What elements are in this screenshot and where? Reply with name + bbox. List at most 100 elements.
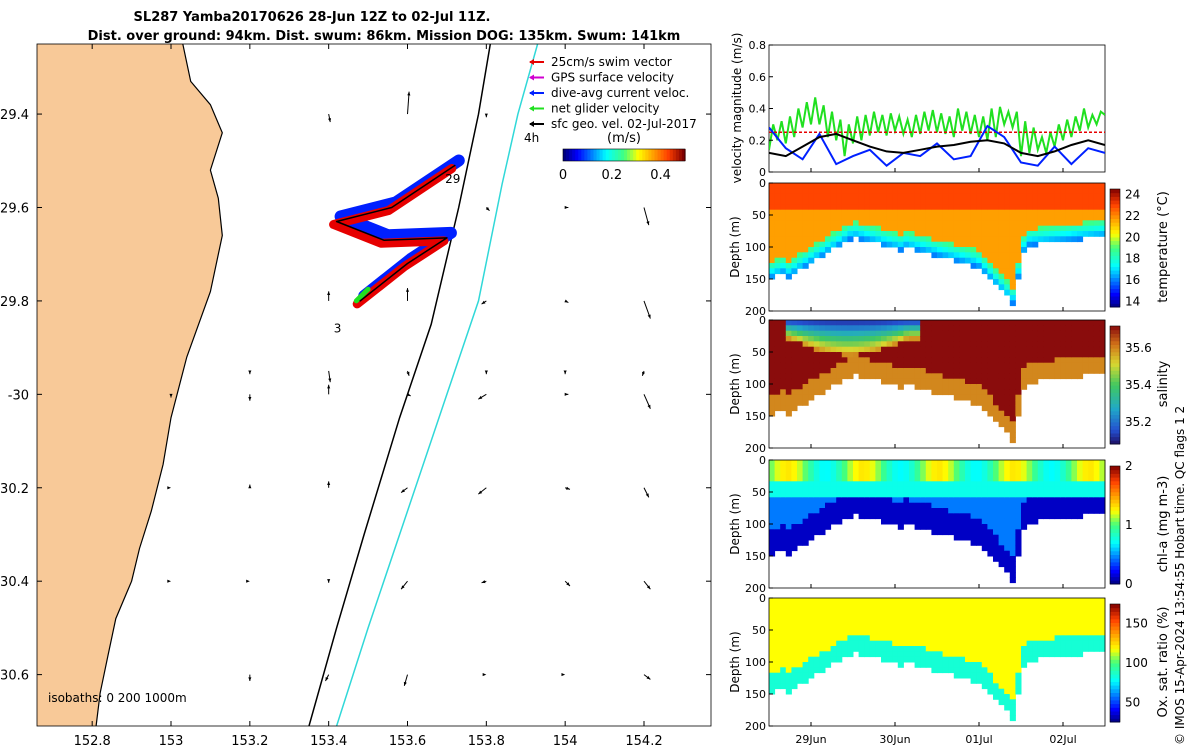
section-cell xyxy=(1093,614,1100,620)
section-cell xyxy=(976,513,983,520)
section-cell xyxy=(858,183,865,189)
section-cell xyxy=(769,619,776,626)
colorbar-cell xyxy=(1110,525,1120,530)
geo-vector-head xyxy=(482,673,487,677)
section-cell xyxy=(1026,188,1033,195)
section-cell xyxy=(1037,497,1044,504)
section-cell xyxy=(970,400,977,406)
colorbar-label: chl-a (mg m-3) xyxy=(1156,476,1171,573)
section-cell xyxy=(881,460,888,466)
legend-label-current: dive-avg current veloc. xyxy=(551,86,689,100)
section-cell xyxy=(858,204,865,211)
colorbar-cell xyxy=(1110,666,1120,671)
section-cell xyxy=(808,199,815,205)
section-cell xyxy=(959,624,966,631)
section-cell xyxy=(1032,231,1039,237)
section-cell xyxy=(780,513,787,520)
section-cell xyxy=(1054,476,1061,482)
section-cell xyxy=(875,204,882,211)
section-cell xyxy=(858,624,865,631)
velocity-series-geo xyxy=(769,132,1105,158)
section-cell xyxy=(797,518,804,525)
section-cell xyxy=(892,330,899,337)
section-cell xyxy=(1004,204,1011,211)
section-cell xyxy=(813,656,820,663)
section-cell xyxy=(1037,362,1044,369)
section-cell xyxy=(976,193,983,200)
section-cell xyxy=(1065,225,1072,232)
colorbar-cell xyxy=(563,149,567,161)
section-cell xyxy=(892,465,899,472)
section-cell xyxy=(836,598,843,604)
colorbar-cell xyxy=(569,149,573,161)
section-cell xyxy=(993,598,1000,604)
section-cell xyxy=(830,619,837,626)
section-cell xyxy=(785,341,792,348)
section-cell xyxy=(970,630,977,636)
section-cell xyxy=(914,481,921,488)
section-cell xyxy=(965,513,972,520)
section-cell xyxy=(1049,346,1056,353)
section-cell xyxy=(1037,209,1044,216)
section-cell xyxy=(987,252,994,259)
section-cell xyxy=(1071,225,1078,232)
section-cell xyxy=(1071,193,1078,200)
y-tick-label: 29.6 xyxy=(0,201,29,216)
section-cell xyxy=(1099,614,1106,620)
colorbar-cell xyxy=(590,149,595,161)
section-cell xyxy=(1071,614,1078,620)
section-cell xyxy=(1082,325,1089,332)
section-cell xyxy=(942,460,949,466)
section-cell xyxy=(1082,635,1089,642)
colorbar-cell xyxy=(1110,480,1120,485)
section-cell xyxy=(948,614,955,620)
section-cell xyxy=(858,465,865,472)
section-cell xyxy=(942,336,949,342)
section-cell xyxy=(1077,183,1084,189)
section-cell xyxy=(875,460,882,466)
section-cell xyxy=(841,635,848,642)
section-cell xyxy=(1099,220,1106,227)
colorbar-cell xyxy=(602,149,607,161)
colorbar-tick-label: 35.6 xyxy=(1125,341,1152,355)
section-cell xyxy=(797,330,804,337)
section-cell xyxy=(886,460,893,466)
section-cell xyxy=(1004,225,1011,232)
section-cell xyxy=(1065,183,1072,189)
section-cell xyxy=(847,183,854,189)
section-cell xyxy=(948,336,955,342)
section-cell xyxy=(836,220,843,227)
section-cell xyxy=(841,603,848,610)
section-cell xyxy=(920,603,927,610)
section-cell xyxy=(903,502,910,509)
section-cell xyxy=(931,252,938,259)
section-cell xyxy=(937,524,944,530)
section-cell xyxy=(836,635,843,642)
section-cell xyxy=(953,619,960,626)
section-cell xyxy=(998,699,1005,706)
section-cell xyxy=(869,492,876,498)
colorbar-cell xyxy=(642,149,646,161)
section-cell xyxy=(808,357,815,364)
section-cell xyxy=(769,330,776,337)
section-cell xyxy=(953,236,960,243)
section-cell xyxy=(959,619,966,626)
section-cell xyxy=(853,614,860,620)
section-cell xyxy=(948,225,955,232)
section-cell xyxy=(847,635,854,642)
section-cell xyxy=(993,405,1000,412)
section-cell xyxy=(853,330,860,337)
section-cell xyxy=(769,683,776,690)
section-cell xyxy=(948,188,955,195)
section-cell xyxy=(937,225,944,232)
section-cell xyxy=(931,640,938,647)
section-cell xyxy=(987,199,994,205)
section-cell xyxy=(847,603,854,610)
section-cell xyxy=(1054,497,1061,504)
section-cell xyxy=(914,630,921,636)
section-cell xyxy=(780,378,787,385)
section-cell xyxy=(892,518,899,525)
section-cell xyxy=(937,252,944,259)
section-cell xyxy=(1060,646,1067,652)
section-cell xyxy=(981,330,988,337)
